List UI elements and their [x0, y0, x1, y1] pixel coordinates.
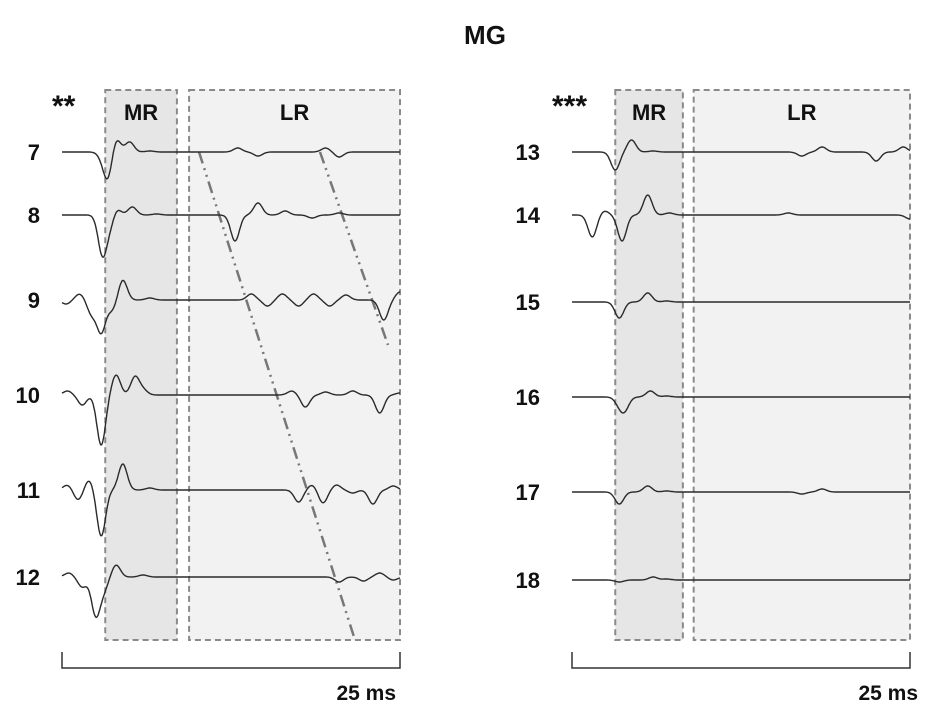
right-mr-label: MR — [632, 100, 666, 125]
right-trace-18 — [572, 576, 910, 583]
right-significance-stars: *** — [552, 90, 587, 123]
left-trace-11 — [61, 463, 401, 537]
left-row-label-8: 8 — [28, 203, 40, 228]
right-trace-17 — [572, 485, 910, 505]
left-latency-line-2 — [318, 151, 390, 346]
right-trace-14 — [572, 194, 910, 242]
right-row-label-15: 15 — [516, 290, 540, 315]
right-trace-16 — [572, 390, 910, 414]
left-trace-12 — [61, 564, 401, 619]
left-trace-8 — [62, 202, 400, 259]
left-trace-7 — [62, 140, 400, 180]
left-mr-label: MR — [124, 100, 158, 125]
left-lr-label: LR — [280, 100, 309, 125]
panels: MR LR ** 7 8 9 10 11 12 25 ms MR LR *** 13 14 15 16 17 18 2… — [16, 89, 918, 705]
right-lr-label: LR — [787, 100, 816, 125]
right-row-label-13: 13 — [516, 140, 540, 165]
right-trace-13 — [572, 139, 911, 171]
right-panel: MR LR *** 13 14 15 16 17 18 25 ms — [516, 89, 918, 705]
left-scale-bar — [61, 652, 401, 669]
right-scale-label: 25 ms — [858, 682, 918, 705]
left-significance-stars: ** — [52, 90, 76, 123]
left-lr-window — [188, 89, 401, 641]
right-scale-bar — [571, 652, 911, 669]
left-trace-9 — [61, 279, 401, 335]
right-trace-15 — [572, 292, 910, 319]
right-row-label-16: 16 — [516, 385, 540, 410]
left-row-label-9: 9 — [28, 288, 40, 313]
left-latency-line-1 — [197, 151, 357, 641]
figure-title: MG — [464, 20, 506, 50]
right-lr-window — [692, 89, 911, 641]
right-mr-window — [614, 89, 684, 641]
left-row-label-12: 12 — [16, 565, 40, 590]
left-trace-10 — [61, 374, 400, 446]
left-scale-label: 25 ms — [336, 682, 396, 705]
left-row-label-7: 7 — [28, 140, 40, 165]
right-row-label-18: 18 — [516, 568, 540, 593]
right-row-label-14: 14 — [516, 203, 541, 228]
left-row-label-11: 11 — [17, 478, 40, 503]
left-panel: MR LR ** 7 8 9 10 11 12 25 ms — [16, 89, 401, 705]
left-row-label-10: 10 — [16, 383, 40, 408]
right-row-label-17: 17 — [516, 480, 540, 505]
left-mr-window — [104, 89, 178, 641]
